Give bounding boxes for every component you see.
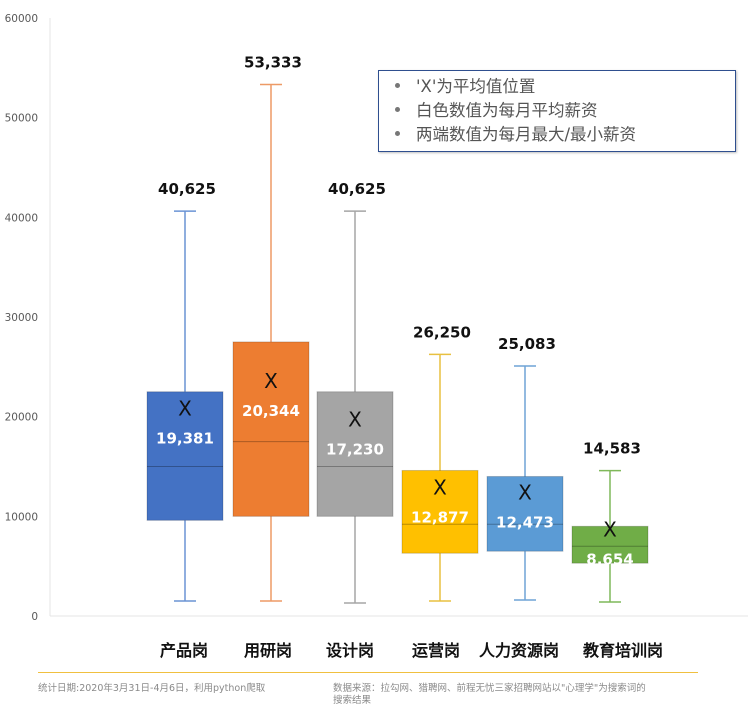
box-body [486, 475, 564, 552]
y-tick-label: 40000 [5, 212, 38, 224]
box-series: X 19,381 40,625 [146, 180, 224, 602]
box-series: X 12,473 25,083 [486, 335, 564, 601]
bullet-icon [395, 107, 400, 112]
mean-marker: X [603, 517, 617, 541]
mean-value-label: 12,473 [496, 513, 554, 531]
box-body [146, 391, 224, 521]
chart-legend: 'X'为平均值位置 白色数值为每月平均薪资 两端数值为每月最大/最小薪资 [378, 70, 736, 152]
footnote-source-cont: 搜索结果 [333, 695, 372, 706]
legend-item: 'X'为平均值位置 [391, 75, 725, 99]
box-series: X 8,654 14,583 [571, 440, 649, 603]
x-category-label: 教育培训岗 [583, 641, 663, 660]
box-body [232, 341, 310, 517]
mean-marker: X [178, 397, 192, 421]
legend-item-label: 白色数值为每月平均薪资 [416, 101, 598, 120]
mean-value-label: 17,230 [326, 441, 384, 459]
x-category-label: 运营岗 [412, 641, 460, 660]
legend-item: 白色数值为每月平均薪资 [391, 99, 725, 123]
y-tick-label: 60000 [5, 13, 38, 25]
mean-value-label: 12,877 [411, 508, 469, 526]
y-tick-label: 20000 [5, 412, 38, 424]
box-body [401, 469, 479, 554]
max-value-label: 26,250 [413, 323, 471, 341]
legend-item-label: 'X'为平均值位置 [416, 77, 536, 96]
max-value-label: 40,625 [328, 180, 386, 198]
mean-marker: X [518, 480, 532, 504]
mean-value-label: 20,344 [242, 402, 300, 420]
max-value-label: 53,333 [244, 53, 302, 71]
y-tick-label: 10000 [5, 511, 38, 523]
max-value-label: 40,625 [158, 180, 216, 198]
max-value-label: 25,083 [498, 335, 556, 353]
x-category-label: 人力资源岗 [479, 641, 559, 660]
mean-marker: X [264, 369, 278, 393]
box-series: X 12,877 26,250 [401, 323, 479, 602]
box-series: X 17,230 40,625 [316, 180, 394, 604]
footer-divider [38, 672, 698, 673]
x-category-label: 产品岗 [160, 641, 208, 660]
mean-marker: X [433, 475, 447, 499]
mean-marker: X [348, 408, 362, 432]
x-category-label: 用研岗 [244, 641, 292, 660]
bullet-icon [395, 83, 400, 88]
x-category-label: 设计岗 [326, 641, 374, 660]
bullet-icon [395, 131, 400, 136]
footnote-date: 统计日期:2020年3月31日-4月6日，利用python爬取 [38, 683, 266, 694]
legend-item: 两端数值为每月最大/最小薪资 [391, 123, 725, 147]
box-series: X 20,344 53,333 [232, 53, 310, 602]
mean-value-label: 8,654 [586, 550, 633, 568]
box-body [571, 525, 649, 564]
footnote-source: 数据来源：拉勾网、猎聘网、前程无忧三家招聘网站以"心理学"为搜索词的 [333, 683, 646, 694]
y-tick-label: 50000 [5, 113, 38, 125]
legend-item-label: 两端数值为每月最大/最小薪资 [416, 125, 637, 144]
y-tick-label: 0 [31, 611, 38, 623]
max-value-label: 14,583 [583, 440, 641, 458]
y-tick-label: 30000 [5, 312, 38, 324]
box-body [316, 391, 394, 517]
mean-value-label: 19,381 [156, 430, 214, 448]
